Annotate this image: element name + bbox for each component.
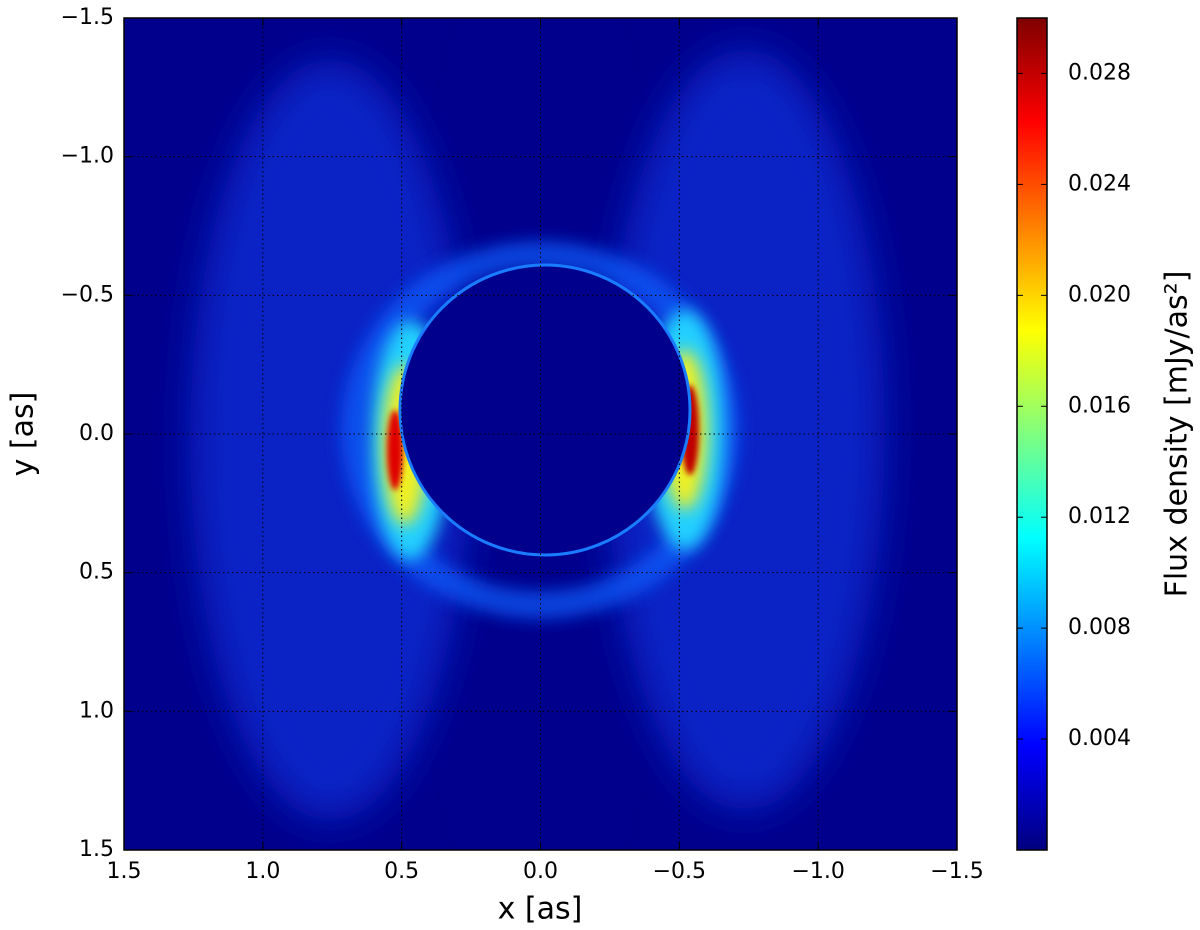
colorbar-tick-label: 0.028 bbox=[1068, 60, 1131, 85]
x-tick-label: 1.0 bbox=[245, 859, 280, 884]
y-tick-label: 0.5 bbox=[79, 560, 114, 585]
y-axis-label: y [as] bbox=[6, 392, 41, 477]
y-tick-label: 0.0 bbox=[79, 421, 114, 446]
colorbar bbox=[1016, 17, 1048, 851]
x-tick-label: −1.5 bbox=[930, 859, 983, 884]
x-tick-label: −0.5 bbox=[653, 859, 706, 884]
colorbar-tick-label: 0.016 bbox=[1068, 393, 1131, 418]
y-tick-label: 1.5 bbox=[79, 837, 114, 862]
colorbar-tick-label: 0.008 bbox=[1068, 615, 1131, 640]
y-tick-label: 1.0 bbox=[79, 698, 114, 723]
x-tick-label: 1.5 bbox=[107, 859, 142, 884]
x-tick-label: −1.0 bbox=[791, 859, 844, 884]
x-tick-label: 0.5 bbox=[384, 859, 419, 884]
colorbar-label: Flux density [mJy/as²] bbox=[1160, 271, 1195, 598]
y-tick-label: −1.5 bbox=[61, 5, 114, 30]
x-tick-label: 0.0 bbox=[523, 859, 558, 884]
colorbar-tick-label: 0.020 bbox=[1068, 282, 1131, 307]
colorbar-tick-label: 0.024 bbox=[1068, 171, 1131, 196]
y-tick-label: −0.5 bbox=[61, 282, 114, 307]
colorbar-tick-label: 0.004 bbox=[1068, 726, 1131, 751]
colorbar-tick-label: 0.012 bbox=[1068, 504, 1131, 529]
heatmap-image bbox=[124, 18, 957, 850]
x-axis-label: x [as] bbox=[498, 892, 583, 927]
y-tick-label: −1.0 bbox=[61, 144, 114, 169]
